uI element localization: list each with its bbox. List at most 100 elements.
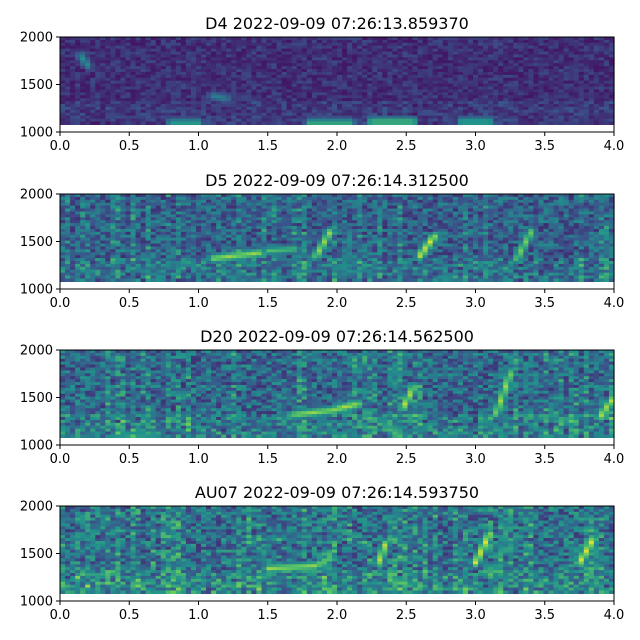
heatmap-cell — [231, 80, 237, 85]
heatmap-cell — [60, 118, 66, 123]
heatmap-cell — [478, 60, 484, 64]
heatmap-cell — [412, 208, 419, 213]
heatmap-cell — [100, 220, 106, 224]
heatmap-cell — [488, 112, 494, 117]
heatmap-cell — [387, 231, 393, 236]
heatmap-cell — [362, 194, 368, 198]
heatmap-cell — [321, 39, 328, 44]
heatmap-cell — [226, 101, 232, 105]
heatmap-cell — [246, 231, 252, 236]
heatmap-cell — [180, 51, 187, 56]
heatmap-cell — [331, 42, 338, 47]
heatmap-cell — [452, 48, 459, 53]
heatmap-cell — [422, 89, 429, 93]
heatmap-cell — [367, 48, 373, 53]
heatmap-cell — [291, 80, 298, 85]
heatmap-cell — [533, 45, 540, 50]
heatmap-cell — [70, 63, 76, 67]
heatmap-cell — [75, 57, 81, 61]
heatmap-cell — [266, 45, 273, 50]
heatmap-cell — [145, 214, 152, 218]
heatmap-cell — [498, 80, 504, 85]
heatmap-cell — [206, 115, 212, 120]
heatmap-cell — [563, 112, 570, 117]
heatmap-cell — [503, 194, 509, 198]
heatmap-cell — [578, 37, 585, 41]
heatmap-cell — [347, 109, 353, 114]
heatmap-cell — [140, 112, 147, 117]
heatmap-cell — [125, 98, 132, 102]
heatmap-cell — [95, 89, 101, 93]
heatmap-cell — [498, 101, 504, 105]
heatmap-cell — [241, 231, 247, 236]
heatmap-cell — [105, 223, 111, 227]
heatmap-cell — [75, 51, 81, 56]
heatmap-cell — [478, 39, 484, 44]
heatmap-cell — [276, 54, 283, 58]
heatmap-cell — [155, 214, 162, 218]
heatmap-cell — [377, 51, 383, 56]
heatmap-cell — [427, 83, 434, 88]
heatmap-cell — [462, 104, 469, 108]
heatmap-cell — [261, 77, 268, 82]
heatmap-cell — [608, 121, 615, 125]
heatmap-cell — [261, 54, 268, 58]
heatmap-cell — [493, 196, 499, 201]
heatmap-cell — [593, 77, 600, 82]
heatmap-cell — [80, 83, 86, 88]
heatmap-cell — [246, 217, 252, 221]
heatmap-cell — [472, 66, 479, 70]
heatmap-cell — [593, 74, 600, 79]
heatmap-cell — [70, 228, 76, 233]
heatmap-cell — [417, 77, 424, 82]
heatmap-cell — [231, 217, 237, 221]
heatmap-cell — [95, 45, 101, 50]
heatmap-cell — [578, 194, 585, 198]
heatmap-cell — [608, 208, 615, 213]
heatmap-cell — [407, 74, 414, 79]
heatmap-cell — [175, 89, 182, 93]
heatmap-cell — [276, 37, 283, 41]
heatmap-cell — [281, 109, 288, 114]
heatmap-cell — [357, 71, 363, 76]
heatmap-cell — [105, 196, 111, 201]
heatmap-cell — [543, 101, 550, 105]
heatmap-cell — [387, 196, 393, 201]
heatmap-cell — [437, 194, 444, 198]
heatmap-cell — [452, 196, 459, 201]
heatmap-cell — [281, 98, 288, 102]
heatmap-cell — [316, 42, 323, 47]
heatmap-cell — [347, 86, 353, 91]
heatmap-cell — [538, 83, 545, 88]
heatmap-cell — [286, 205, 293, 210]
heatmap-cell — [518, 214, 524, 218]
heatmap-cell — [483, 66, 489, 70]
heatmap-cell — [115, 223, 122, 227]
heatmap-cell — [110, 37, 116, 41]
heatmap-cell — [603, 77, 610, 82]
heatmap-cell — [598, 77, 605, 82]
heatmap-cell — [478, 202, 484, 207]
heatmap-cell — [316, 69, 323, 73]
heatmap-cell — [508, 89, 514, 93]
heatmap-cell — [65, 37, 71, 41]
heatmap-cell — [553, 69, 560, 73]
heatmap-cell — [145, 69, 152, 73]
heatmap-cell — [256, 194, 263, 198]
heatmap-cell — [462, 63, 469, 67]
heatmap-cell — [266, 71, 273, 76]
heatmap-cell — [543, 228, 550, 233]
heatmap-cell — [337, 112, 343, 117]
heatmap-cell — [608, 69, 615, 73]
heatmap-cell — [447, 92, 454, 96]
heatmap-cell — [306, 109, 313, 114]
heatmap-cell — [457, 101, 464, 105]
heatmap-cell — [145, 37, 152, 41]
heatmap-cell — [337, 234, 343, 239]
heatmap-cell — [533, 196, 540, 201]
heatmap-cell — [241, 109, 247, 114]
heatmap-cell — [382, 95, 388, 99]
heatmap-cell — [412, 234, 419, 239]
heatmap-cell — [261, 51, 268, 56]
heatmap-cell — [493, 98, 499, 102]
